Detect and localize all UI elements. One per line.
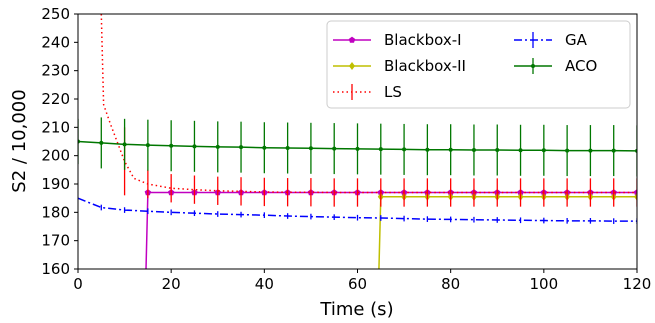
series-blackbox-i: [144, 189, 637, 269]
data-point-aco: [215, 144, 220, 149]
y-tick-label: 210: [41, 118, 70, 136]
x-tick-label: 40: [255, 275, 274, 293]
x-tick-label: 100: [530, 275, 559, 293]
data-point-aco: [262, 145, 267, 150]
y-tick-label: 240: [41, 33, 70, 51]
series-line-ls: [100, 14, 637, 194]
y-tick-label: 160: [41, 260, 70, 278]
legend-entry-ls: LS: [333, 83, 402, 101]
data-point-aco: [402, 147, 407, 152]
x-tick-label: 20: [162, 275, 181, 293]
legend-marker-blackbox-ii: [349, 62, 355, 70]
data-point-aco: [471, 148, 476, 152]
y-tick-label: 190: [41, 175, 70, 193]
data-point-aco: [285, 146, 290, 151]
data-point-aco: [495, 148, 500, 152]
x-tick-label: 120: [623, 275, 652, 293]
data-point-aco: [192, 144, 197, 149]
data-point-aco: [425, 147, 430, 152]
x-tick-label: 0: [73, 275, 83, 293]
series-line-blackbox-i: [145, 191, 637, 269]
data-point-blackbox-ii: [634, 192, 637, 201]
data-point-aco: [565, 148, 570, 153]
x-axis-label: Time (s): [319, 299, 393, 320]
y-tick-label: 230: [41, 62, 70, 80]
y-tick-label: 200: [41, 147, 70, 165]
series-line-blackbox-ii: [378, 196, 637, 269]
legend-entry-ga: GA: [514, 31, 588, 49]
data-point-aco: [541, 148, 546, 153]
data-point-aco: [448, 147, 453, 152]
data-point-aco: [99, 140, 104, 145]
series-aco: [78, 117, 637, 177]
data-point-aco: [518, 148, 523, 153]
legend-label-blackbox-ii: Blackbox-II: [384, 57, 466, 75]
legend-label-blackbox-i: Blackbox-I: [384, 31, 462, 49]
legend-entry-blackbox-ii: Blackbox-II: [333, 57, 466, 75]
data-point-aco: [308, 146, 313, 151]
legend-box: [326, 20, 631, 109]
ticks-layer: 0 20 40 60 80 100 120 160 170 180 190 200 210 220 230 2…: [41, 5, 651, 293]
data-point-aco: [611, 148, 616, 153]
data-point-aco: [122, 142, 127, 147]
data-point-aco: [239, 145, 244, 150]
y-tick-label: 250: [41, 5, 70, 23]
legend-label-aco: ACO: [565, 57, 597, 75]
data-point-aco: [355, 146, 360, 151]
data-point-aco: [169, 143, 174, 148]
legend: Blackbox-I Blackbox-II LS GA ACO: [326, 20, 631, 109]
series-layer: [78, 14, 637, 269]
legend-label-ga: GA: [565, 31, 588, 49]
data-point-aco: [145, 143, 150, 148]
y-axis-label: S2 / 10,000: [9, 89, 30, 192]
data-point-aco: [332, 146, 337, 151]
y-tick-label: 180: [41, 203, 70, 221]
series-blackbox-ii: [377, 192, 637, 269]
legend-entry-aco: ACO: [514, 57, 597, 75]
y-tick-label: 220: [41, 90, 70, 108]
x-tick-label: 60: [348, 275, 367, 293]
legend-label-ls: LS: [384, 83, 402, 101]
data-point-aco: [378, 147, 383, 152]
data-point-aco: [588, 148, 593, 153]
legend-entry-blackbox-i: Blackbox-I: [333, 31, 462, 49]
legend-marker-blackbox-i: [348, 36, 356, 43]
data-point-blackbox-i: [633, 189, 637, 196]
series-ga: [78, 197, 637, 224]
x-tick-label: 80: [441, 275, 460, 293]
y-tick-label: 170: [41, 232, 70, 250]
